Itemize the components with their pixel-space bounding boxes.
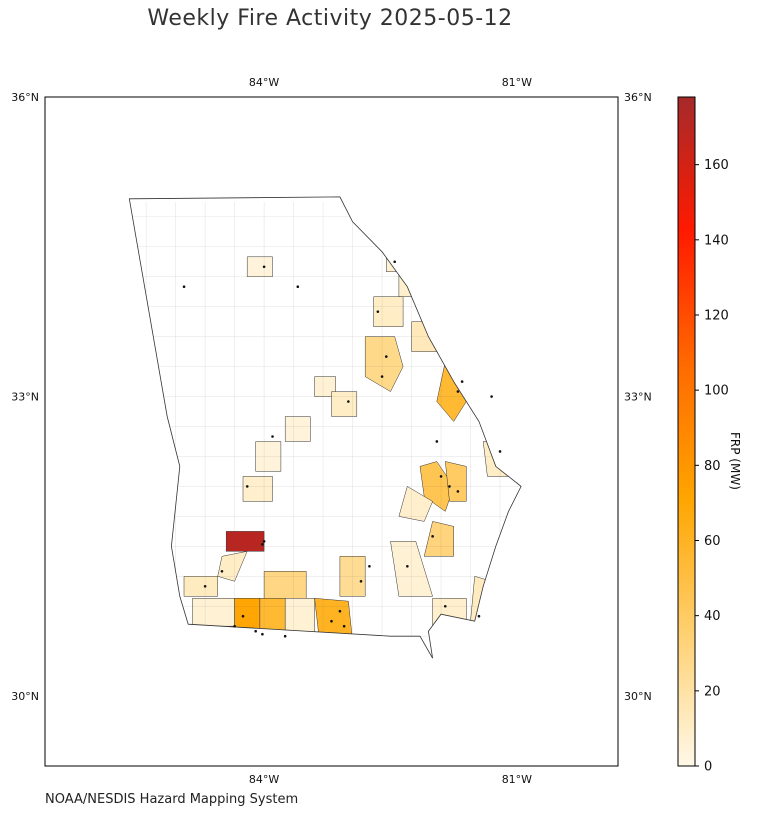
county-polygon xyxy=(217,550,248,582)
lat-tick-label-right: 36°N xyxy=(624,91,652,104)
fire-detection-point xyxy=(380,375,384,378)
colorbar: 0 20 40 60 80 100 120 140 160 xyxy=(677,96,729,775)
fire-detection-point xyxy=(330,619,333,623)
fire-detection-point xyxy=(439,475,443,478)
colorbar-tick-label: 40 xyxy=(704,609,721,624)
county-polygon xyxy=(390,541,433,597)
county-polygon xyxy=(246,256,273,277)
fire-detection-point xyxy=(456,490,460,493)
fire-detection-point xyxy=(498,450,502,453)
fire-detections xyxy=(182,260,502,638)
colorbar-ticks: 0 20 40 60 80 100 120 140 160 xyxy=(695,158,729,775)
county-polygon xyxy=(445,461,467,502)
fire-detection-point xyxy=(368,564,371,568)
fire-detection-point xyxy=(435,440,439,443)
fire-detection-point xyxy=(245,485,249,488)
fire-detection-point xyxy=(393,260,396,264)
county-polygon xyxy=(263,571,307,602)
county-polygon xyxy=(242,476,273,502)
fire-detection-point xyxy=(448,485,451,488)
county-polygon xyxy=(284,416,311,442)
lat-tick-label-right: 33°N xyxy=(624,391,652,404)
county-polygon xyxy=(255,441,282,472)
fire-detection-point xyxy=(283,634,287,638)
fire-detection-point xyxy=(406,564,409,568)
fire-detection-point xyxy=(182,285,186,289)
fire-detection-point xyxy=(376,310,380,313)
county-polygon xyxy=(331,391,358,417)
fire-detection-point xyxy=(460,380,464,383)
colorbar-bar xyxy=(677,96,696,767)
fire-detection-point xyxy=(220,569,224,573)
fire-detection-point xyxy=(477,614,481,618)
lat-tick-label-right: 30°N xyxy=(624,690,652,703)
fire-detection-point xyxy=(443,604,447,608)
county-polygon xyxy=(373,296,404,327)
colorbar-label: FRP (MW) xyxy=(728,432,742,490)
fire-detection-point xyxy=(261,632,264,636)
fire-detection-point xyxy=(338,609,342,613)
state-outline xyxy=(128,196,522,659)
fire-detection-point xyxy=(262,540,266,543)
fire-detection-point xyxy=(233,624,236,628)
lat-tick-label-left: 36°N xyxy=(11,91,39,104)
fire-detection-point xyxy=(431,535,434,538)
lon-tick-label-top: 81°W xyxy=(502,76,532,89)
fire-detection-point xyxy=(271,435,274,438)
fire-detection-point xyxy=(262,265,266,269)
map-title: Weekly Fire Activity 2025-05-12 xyxy=(147,6,513,31)
fire-detection-point xyxy=(384,355,388,358)
lon-tick-label-bottom: 81°W xyxy=(502,773,532,786)
fire-detection-point xyxy=(342,624,346,628)
colorbar-tick-label: 160 xyxy=(704,158,729,173)
lon-tick-label-bottom: 84°W xyxy=(249,773,279,786)
county-polygon xyxy=(183,576,218,597)
fire-detection-point xyxy=(456,390,460,393)
county-polygon xyxy=(398,486,433,522)
lat-tick-label-left: 33°N xyxy=(11,391,39,404)
county-polygon xyxy=(364,336,404,392)
lon-tick-label-top: 84°W xyxy=(249,76,279,89)
county-polygon xyxy=(225,531,265,552)
fire-detection-point xyxy=(241,614,245,618)
fire-detection-point xyxy=(490,395,493,398)
colorbar-tick-label: 20 xyxy=(704,684,721,699)
county-polygon xyxy=(339,556,366,597)
county-polygon xyxy=(423,521,454,557)
colorbar-tick-label: 80 xyxy=(704,459,721,474)
fire-detection-point xyxy=(203,584,207,588)
county-polygon xyxy=(192,598,235,627)
colorbar-tick-label: 120 xyxy=(704,308,729,323)
colorbar-tick-label: 140 xyxy=(704,233,729,248)
fire-detection-point xyxy=(254,629,257,633)
map-frame xyxy=(44,96,619,767)
fire-detection-point xyxy=(347,400,350,403)
source-credit: NOAA/NESDIS Hazard Mapping System xyxy=(45,792,299,807)
fire-detection-point xyxy=(261,543,264,546)
colorbar-tick-label: 60 xyxy=(704,534,721,549)
colorbar-tick-label: 100 xyxy=(704,384,729,399)
fire-detection-point xyxy=(296,285,300,289)
axis-ticks: 84°W 84°W 81°W 81°W 36°N 36°N 33°N 33°N 30°N 30°N xyxy=(11,76,651,786)
fire-detection-point xyxy=(359,579,363,583)
lat-tick-label-left: 30°N xyxy=(11,690,39,703)
colorbar-tick-label: 0 xyxy=(704,760,712,775)
county-layer xyxy=(45,97,618,766)
outside-mask xyxy=(45,97,618,766)
